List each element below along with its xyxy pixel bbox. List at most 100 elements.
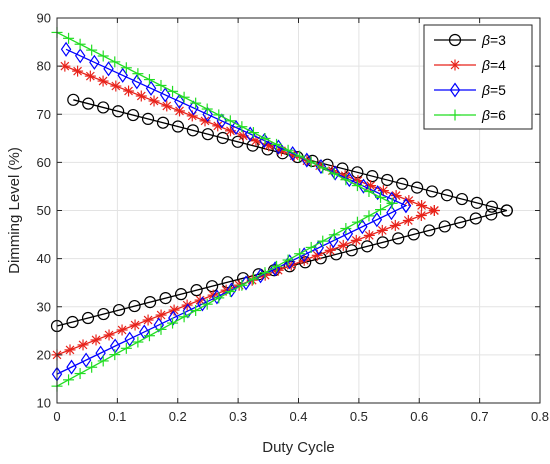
legend-label: β=5 [481, 82, 506, 98]
legend-marker [448, 33, 462, 47]
x-tick-label: 0.3 [229, 409, 247, 424]
x-tick-label: 0.4 [289, 409, 307, 424]
data-point [168, 310, 179, 326]
data-point [213, 109, 225, 121]
data-point [60, 41, 72, 57]
data-point [143, 330, 155, 342]
data-point [337, 239, 349, 251]
series-3 [51, 41, 412, 382]
legend: β=3β=4β=5β=6 [423, 24, 533, 130]
data-point [201, 128, 214, 141]
x-tick-label: 0.7 [471, 409, 489, 424]
legend-marker [449, 82, 461, 98]
data-point [95, 345, 106, 361]
data-point [375, 191, 387, 203]
data-point [425, 185, 439, 198]
data-point [400, 198, 412, 214]
data-point [155, 309, 167, 321]
data-point [402, 214, 414, 226]
data-point [66, 359, 77, 375]
data-point [247, 127, 259, 139]
data-point [190, 97, 202, 109]
data-point [213, 292, 225, 304]
x-tick-label: 0.1 [108, 409, 126, 424]
data-point [386, 197, 398, 209]
data-point [236, 279, 248, 291]
data-point [282, 254, 294, 266]
data-point [141, 112, 155, 125]
data-point [386, 205, 397, 221]
data-point [329, 165, 341, 181]
data-point [74, 368, 86, 380]
data-point [259, 132, 271, 144]
data-point [363, 210, 375, 222]
legend-label-symbol: β [481, 82, 490, 98]
data-point [80, 352, 92, 368]
data-point [103, 329, 115, 341]
data-point [361, 240, 374, 253]
data-point [190, 284, 203, 297]
data-point [97, 355, 109, 367]
data-point [167, 85, 179, 97]
data-point [363, 229, 375, 241]
y-tick-label: 60 [37, 155, 51, 170]
data-point [416, 200, 428, 212]
data-point [132, 68, 144, 80]
legend-label-value: =3 [490, 32, 506, 48]
data-point [131, 74, 143, 90]
data-point [167, 317, 179, 329]
data-point [415, 209, 427, 221]
legend-entry: β=3 [434, 32, 506, 48]
data-point [350, 234, 362, 246]
data-point [389, 219, 401, 231]
data-point [63, 32, 75, 44]
legend-entry: β=6 [434, 107, 506, 123]
data-point [224, 286, 236, 298]
legend-label: β=3 [481, 32, 506, 48]
data-point [74, 38, 86, 50]
data-point [428, 205, 440, 216]
legend-entry: β=5 [434, 82, 506, 98]
data-point [455, 192, 469, 206]
data-point [392, 232, 405, 245]
x-tick-label: 0 [53, 409, 60, 424]
y-tick-label: 10 [37, 396, 51, 411]
data-point [145, 80, 157, 96]
x-tick-label: 0.2 [169, 409, 187, 424]
data-point [358, 178, 369, 194]
data-point [120, 342, 132, 354]
data-point [90, 334, 102, 346]
data-point [236, 121, 248, 133]
data-point [72, 65, 84, 77]
data-point [112, 303, 126, 317]
ticks-layer: 0 0.1 0.2 0.3 0.4 0.5 0.6 0.7 0.8 10 20 30 40 50 60 70 8… [37, 11, 550, 425]
data-point [407, 228, 420, 241]
legend-label-value: =5 [490, 82, 506, 98]
data-point [423, 224, 436, 237]
data-point [470, 196, 483, 209]
data-point [143, 296, 157, 309]
series-line [56, 99, 507, 327]
y-tick-label: 30 [37, 299, 51, 314]
data-point [314, 252, 327, 265]
data-point [351, 216, 363, 228]
x-tick-label: 0.6 [410, 409, 428, 424]
data-point [454, 216, 467, 229]
data-point [97, 75, 109, 87]
data-point [81, 311, 95, 325]
data-point [182, 303, 194, 319]
data-point [345, 244, 358, 257]
data-point [317, 162, 329, 174]
data-point [206, 280, 219, 293]
data-point [128, 299, 141, 313]
data-point [328, 229, 340, 241]
data-point [396, 177, 409, 190]
data-point [116, 324, 128, 336]
y-tick-label: 90 [37, 11, 51, 26]
data-point [363, 185, 375, 197]
data-point [153, 317, 165, 333]
data-point [148, 95, 160, 107]
y-axis-label: Dimming Level (%) [6, 147, 23, 274]
data-point [317, 235, 329, 247]
